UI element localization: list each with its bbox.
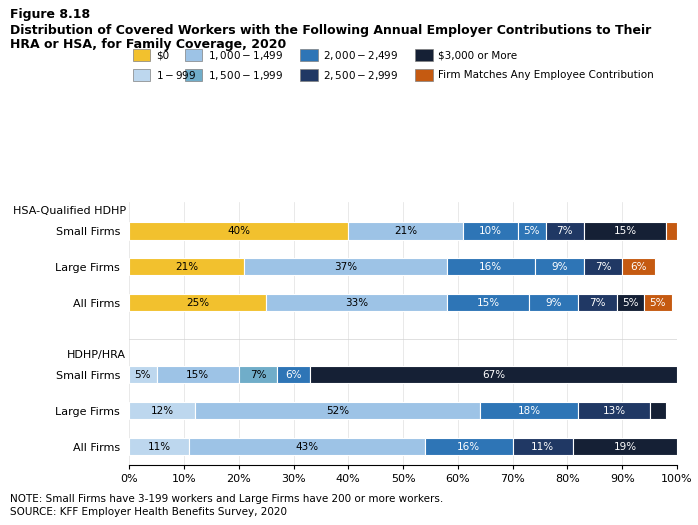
Text: 43%: 43% (296, 442, 319, 452)
Bar (189, 438, 425, 455)
Bar (129, 366, 156, 383)
Bar (447, 294, 529, 311)
Bar (348, 222, 463, 239)
Bar (156, 366, 239, 383)
Bar (584, 258, 622, 276)
Text: 15%: 15% (477, 298, 500, 308)
Bar (244, 258, 447, 276)
Text: 18%: 18% (517, 406, 541, 416)
Text: NOTE: Small Firms have 3-199 workers and Large Firms have 200 or more workers.: NOTE: Small Firms have 3-199 workers and… (10, 494, 444, 503)
Bar (195, 402, 480, 419)
Bar (463, 222, 518, 239)
Bar (129, 294, 266, 311)
Text: 67%: 67% (482, 370, 505, 380)
Text: 16%: 16% (480, 262, 503, 272)
Bar (535, 258, 584, 276)
Text: 7%: 7% (589, 298, 606, 308)
Text: 5%: 5% (524, 226, 540, 236)
Text: 5%: 5% (135, 370, 151, 380)
Bar (573, 438, 677, 455)
Bar (425, 438, 512, 455)
Text: Distribution of Covered Workers with the Following Annual Employer Contributions: Distribution of Covered Workers with the… (10, 24, 652, 37)
Text: 16%: 16% (457, 442, 480, 452)
Bar (650, 402, 666, 419)
Bar (129, 402, 195, 419)
Bar (579, 402, 650, 419)
Text: $3,000 or More: $3,000 or More (438, 50, 517, 60)
Text: 37%: 37% (334, 262, 357, 272)
Text: 52%: 52% (326, 406, 349, 416)
Bar (546, 222, 584, 239)
Bar (529, 294, 579, 311)
Text: SOURCE: KFF Employer Health Benefits Survey, 2020: SOURCE: KFF Employer Health Benefits Sur… (10, 507, 288, 517)
Text: 11%: 11% (148, 442, 171, 452)
Text: 21%: 21% (175, 262, 198, 272)
Text: 6%: 6% (630, 262, 647, 272)
Text: $1 - $999: $1 - $999 (156, 69, 196, 81)
Text: 33%: 33% (345, 298, 368, 308)
Text: 9%: 9% (551, 262, 567, 272)
Text: 25%: 25% (186, 298, 209, 308)
Bar (277, 366, 310, 383)
Text: HSA-Qualified HDHP: HSA-Qualified HDHP (13, 206, 126, 216)
Bar (266, 294, 447, 311)
Bar (129, 438, 189, 455)
Bar (129, 222, 348, 239)
Bar (579, 294, 617, 311)
Bar (129, 258, 244, 276)
Text: 5%: 5% (622, 298, 639, 308)
Text: 11%: 11% (531, 442, 554, 452)
Bar (622, 258, 655, 276)
Bar (584, 222, 666, 239)
Text: 10%: 10% (480, 226, 503, 236)
Text: $2,500 - $2,999: $2,500 - $2,999 (323, 69, 399, 81)
Bar (617, 294, 644, 311)
Text: 5%: 5% (650, 298, 666, 308)
Text: 15%: 15% (614, 226, 637, 236)
Text: 21%: 21% (394, 226, 417, 236)
Text: 6%: 6% (285, 370, 302, 380)
Text: Figure 8.18: Figure 8.18 (10, 8, 91, 21)
Bar (512, 438, 573, 455)
Text: 12%: 12% (151, 406, 174, 416)
Bar (518, 222, 546, 239)
Text: Firm Matches Any Employee Contribution: Firm Matches Any Employee Contribution (438, 70, 654, 80)
Bar (644, 294, 671, 311)
Text: 7%: 7% (556, 226, 573, 236)
Text: 9%: 9% (546, 298, 562, 308)
Bar (239, 366, 277, 383)
Text: $1,000 - $1,499: $1,000 - $1,499 (208, 49, 283, 61)
Bar (666, 222, 677, 239)
Text: $1,500 - $1,999: $1,500 - $1,999 (208, 69, 283, 81)
Bar (310, 366, 677, 383)
Text: $0: $0 (156, 50, 169, 60)
Text: HRA or HSA, for Family Coverage, 2020: HRA or HSA, for Family Coverage, 2020 (10, 38, 287, 51)
Text: 40%: 40% (228, 226, 250, 236)
Text: 19%: 19% (614, 442, 637, 452)
Text: 7%: 7% (595, 262, 611, 272)
Text: 15%: 15% (186, 370, 209, 380)
Text: $2,000 - $2,499: $2,000 - $2,499 (323, 49, 399, 61)
Text: 13%: 13% (602, 406, 625, 416)
Text: HDHP/HRA: HDHP/HRA (66, 350, 126, 360)
Bar (447, 258, 535, 276)
Text: 7%: 7% (250, 370, 266, 380)
Bar (480, 402, 579, 419)
